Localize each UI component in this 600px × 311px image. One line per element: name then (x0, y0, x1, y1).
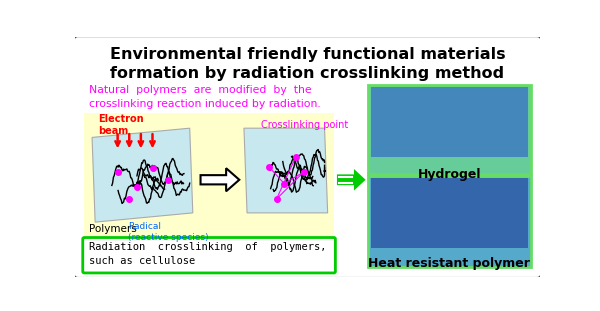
FancyBboxPatch shape (371, 178, 527, 248)
Polygon shape (244, 128, 328, 213)
Polygon shape (92, 128, 193, 222)
Polygon shape (200, 168, 239, 191)
Text: Hydrogel: Hydrogel (418, 168, 481, 181)
Text: Polymers: Polymers (89, 225, 137, 234)
FancyBboxPatch shape (368, 176, 531, 267)
Text: Crosslinking point: Crosslinking point (261, 120, 348, 131)
Text: Electron
beam: Electron beam (98, 114, 144, 136)
FancyBboxPatch shape (371, 87, 527, 157)
Text: Radiation  crosslinking  of  polymers,
such as cellulose: Radiation crosslinking of polymers, such… (89, 242, 326, 266)
Polygon shape (337, 169, 365, 191)
FancyBboxPatch shape (84, 113, 334, 236)
Text: Radical
(reactive species): Radical (reactive species) (128, 222, 208, 242)
FancyBboxPatch shape (83, 238, 335, 273)
FancyBboxPatch shape (73, 36, 542, 278)
Text: Natural  polymers  are  modified  by  the
crosslinking reaction induced by radia: Natural polymers are modified by the cro… (89, 85, 320, 109)
Text: Environmental friendly functional materials
formation by radiation crosslinking : Environmental friendly functional materi… (110, 47, 505, 81)
FancyBboxPatch shape (368, 85, 531, 174)
Text: Heat resistant polymer: Heat resistant polymer (368, 257, 530, 270)
